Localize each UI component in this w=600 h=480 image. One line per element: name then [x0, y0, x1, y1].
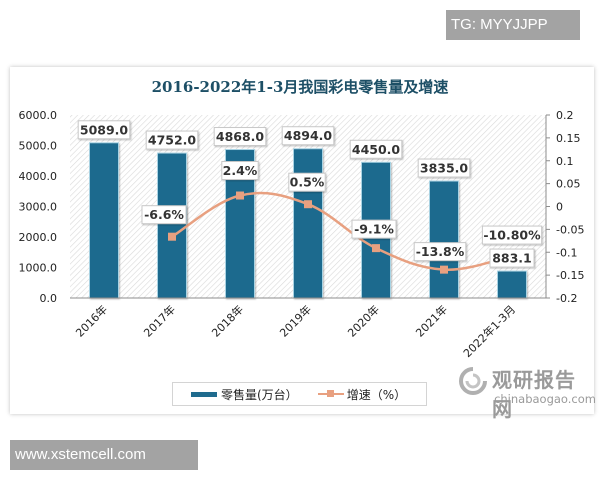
right-axis: -0.2 -0.15 -0.1 -0.05 0 0.05 0.1 0.15 0.2 — [546, 109, 584, 305]
chinabaogao-logo-icon — [459, 367, 487, 395]
bar — [497, 270, 527, 299]
right-axis-tick-label: 0.15 — [556, 132, 581, 145]
data-label-text: -9.1% — [354, 222, 394, 237]
data-label-text: 4894.0 — [284, 128, 333, 143]
data-label-box — [288, 172, 326, 192]
bar-swatch-icon — [191, 391, 217, 397]
chart-legend: 零售量(万台） 增速（%） — [172, 382, 427, 406]
left-axis-tick-label: 3000.0 — [19, 201, 58, 214]
data-label-box — [489, 248, 535, 268]
legend-item-growth-rate: 增速（%） — [317, 386, 407, 403]
data-label-box — [481, 225, 543, 245]
data-label-text: 3835.0 — [420, 161, 469, 176]
x-axis-tick-label: 2016年 — [73, 302, 110, 339]
data-label-box — [141, 205, 187, 225]
right-axis-tick-label: -0.1 — [556, 246, 577, 259]
data-label-box — [281, 126, 335, 146]
right-axis-tick-label: 0.2 — [556, 109, 574, 122]
data-label-box — [221, 161, 259, 181]
left-axis-tick-label: 6000.0 — [19, 109, 58, 122]
left-axis-tick-label: 4000.0 — [19, 170, 58, 183]
data-label-text: 4450.0 — [352, 142, 401, 157]
x-axis-tick-label: 2020年 — [345, 302, 382, 339]
right-axis-tick-label: -0.05 — [556, 223, 584, 236]
line-marker — [304, 200, 312, 209]
data-label-box — [349, 139, 403, 159]
chart-title: 2016-2022年1-3月我国彩电零售量及增速 — [151, 78, 449, 96]
data-label-text: -13.8% — [416, 244, 465, 259]
x-axis-tick-label: 2022年1-3月 — [460, 302, 518, 360]
line-marker — [168, 232, 176, 241]
x-axis-labels: 2016年 2017年 2018年 2019年 2020年 2021年 2022年1-3月 — [73, 302, 518, 360]
line-marker — [440, 265, 448, 274]
data-label-text: 883.1 — [492, 251, 532, 266]
x-axis-tick-label: 2019年 — [277, 302, 314, 339]
left-axis-tick-label: 0.0 — [40, 292, 58, 305]
data-labels: 5089.0 4752.0 4868.0 4894.0 4450.0 3835.0 883.… — [77, 120, 543, 268]
bar-series — [89, 142, 527, 299]
bar — [89, 142, 119, 299]
x-axis-tick-label: 2017年 — [141, 302, 178, 339]
bar — [157, 152, 187, 299]
data-label-text: 5089.0 — [80, 122, 129, 137]
growth-line-series — [168, 191, 513, 274]
line-marker-swatch-icon — [317, 389, 344, 399]
watermark-top-tag: TG: MYYJJPP — [446, 10, 580, 40]
data-label-text: 2.4% — [223, 163, 258, 178]
x-axis-tick-label: 2018年 — [209, 302, 246, 339]
data-label-text: -6.6% — [144, 207, 184, 222]
right-axis-tick-label: 0.1 — [556, 155, 574, 168]
data-label-text: -10.80% — [483, 228, 541, 243]
watermark-bottom-tag: www.xstemcell.com — [10, 440, 198, 470]
right-axis-tick-label: -0.15 — [556, 269, 584, 282]
data-label-box — [417, 158, 471, 178]
left-axis: 0.0 1000.0 2000.0 3000.0 4000.0 5000.0 6000.0 — [19, 109, 58, 305]
data-label-box — [351, 219, 397, 239]
right-axis-tick-label: 0 — [556, 201, 563, 214]
watermark-cn-text: 观研报告网 — [492, 368, 576, 421]
legend-label-retail-volume: 零售量(万台） — [221, 387, 298, 402]
bar — [429, 180, 459, 299]
legend-label-growth-rate: 增速（%） — [346, 387, 407, 402]
right-axis-tick-label: -0.2 — [556, 292, 577, 305]
watermark-en-text: chinabaogao.com — [494, 392, 596, 406]
chinabaogao-watermark: 观研报告网 chinabaogao.com — [459, 364, 596, 421]
data-label-box — [77, 120, 131, 140]
left-axis-tick-label: 1000.0 — [19, 262, 58, 275]
left-axis-tick-label: 2000.0 — [19, 231, 58, 244]
x-axis-tick-label: 2021年 — [413, 302, 450, 339]
data-label-text: 4868.0 — [216, 129, 265, 144]
data-label-box — [213, 127, 267, 147]
line-marker — [372, 244, 380, 253]
growth-line — [171, 191, 513, 271]
right-axis-tick-label: 0.05 — [556, 178, 581, 191]
data-label-text: 0.5% — [290, 175, 325, 190]
line-marker — [236, 191, 244, 200]
left-axis-tick-label: 5000.0 — [19, 140, 58, 153]
data-label-box — [413, 242, 467, 262]
bar — [293, 148, 323, 299]
data-label-text: 4752.0 — [148, 133, 197, 148]
data-label-box — [145, 130, 199, 150]
legend-item-retail-volume: 零售量(万台） — [191, 386, 298, 403]
